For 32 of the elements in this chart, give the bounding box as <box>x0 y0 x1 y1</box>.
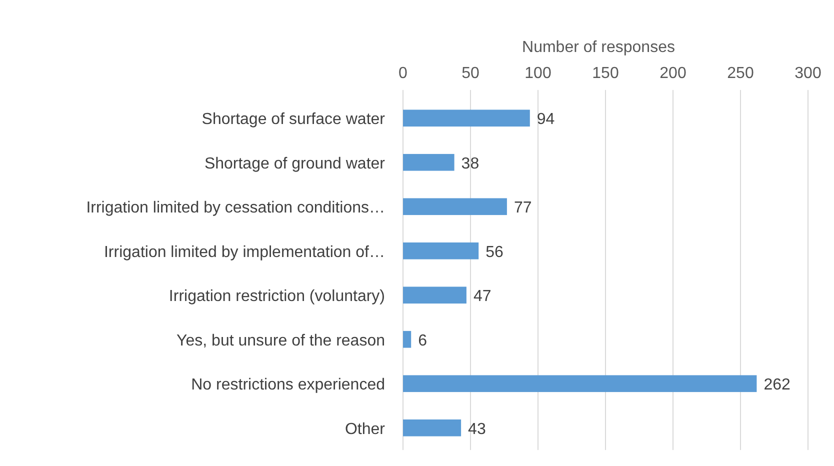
x-tick-label: 0 <box>398 65 408 82</box>
y-tick-label: Shortage of ground water <box>204 155 386 172</box>
data-label: 77 <box>514 200 532 217</box>
y-tick-label: Irrigation limited by implementation of… <box>104 244 385 261</box>
y-tick-label: Irrigation limited by cessation conditions… <box>86 200 385 217</box>
y-tick-label: Shortage of surface water <box>202 111 386 128</box>
y-tick-label: No restrictions experienced <box>191 376 385 394</box>
data-label: 56 <box>486 244 504 261</box>
x-tick-label: 100 <box>524 65 552 82</box>
data-label: 6 <box>418 332 428 350</box>
x-tick-label: 250 <box>727 65 754 82</box>
data-label: 94 <box>536 111 555 128</box>
bar <box>403 375 757 392</box>
y-tick-label: Irrigation restriction (voluntary) <box>168 288 385 306</box>
data-label: 43 <box>468 420 486 438</box>
bar <box>403 330 412 348</box>
bar <box>403 154 454 171</box>
data-label: 47 <box>473 288 492 306</box>
bar <box>403 110 530 127</box>
x-tick-label: 200 <box>660 65 686 82</box>
y-tick-label: Yes, but unsure of the reason <box>176 332 385 350</box>
data-label: 262 <box>764 376 790 394</box>
bar <box>403 242 479 260</box>
data-label: 38 <box>461 155 480 172</box>
bar <box>403 419 462 436</box>
y-tick-label: Other <box>344 420 386 438</box>
x-tick-label: 50 <box>462 65 480 82</box>
x-axis-title: Number of responses <box>522 39 675 56</box>
bar <box>403 286 466 304</box>
x-tick-label: 300 <box>794 65 822 82</box>
x-tick-label: 150 <box>592 65 619 82</box>
bar <box>403 198 507 216</box>
